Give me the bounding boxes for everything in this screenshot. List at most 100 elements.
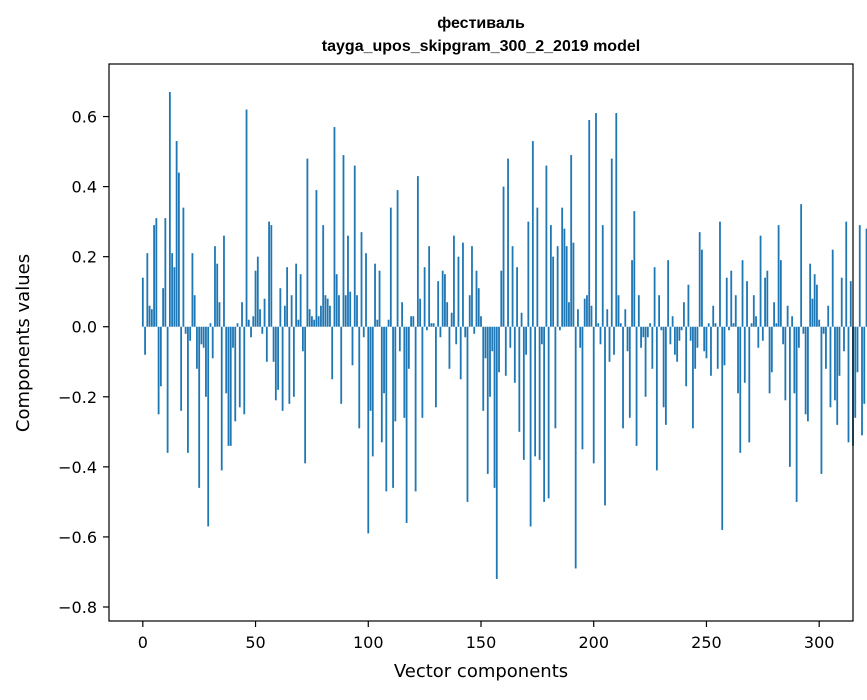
y-tick-label: −0.6 <box>58 528 97 547</box>
bar <box>856 326 859 373</box>
bar <box>198 326 201 488</box>
bar <box>637 295 640 327</box>
bar <box>489 326 491 397</box>
bar <box>601 225 604 327</box>
bar <box>685 326 688 387</box>
bar <box>716 326 719 369</box>
bar <box>655 326 658 471</box>
bar <box>563 228 566 327</box>
bar <box>495 326 498 579</box>
bar <box>171 253 174 327</box>
bar <box>838 326 841 376</box>
bar <box>802 326 805 334</box>
bar <box>549 225 552 327</box>
bar <box>286 267 289 327</box>
bar <box>737 326 739 394</box>
bar <box>761 326 764 341</box>
bar <box>552 256 555 327</box>
bar <box>752 295 755 327</box>
bar <box>416 176 419 327</box>
bar <box>225 326 228 394</box>
bar <box>538 326 541 460</box>
bar <box>480 316 482 327</box>
bar <box>536 207 539 327</box>
y-tick-label: 0.6 <box>72 108 97 127</box>
bar <box>425 326 428 331</box>
bar <box>829 326 832 408</box>
bar <box>520 312 523 327</box>
bar <box>827 305 830 327</box>
bar <box>662 326 665 408</box>
bar <box>712 305 715 327</box>
bar <box>698 232 701 327</box>
bar <box>351 326 354 366</box>
bar <box>626 326 629 352</box>
bar <box>669 326 672 345</box>
bar <box>295 263 298 327</box>
bar <box>326 298 329 327</box>
bar <box>586 295 588 327</box>
bar <box>405 326 408 523</box>
bar <box>649 323 651 327</box>
bar <box>200 326 203 345</box>
bar <box>570 155 573 327</box>
bar <box>721 326 724 530</box>
bar <box>247 319 250 327</box>
bar <box>376 319 379 327</box>
bar <box>574 326 577 569</box>
bar <box>468 295 471 327</box>
bar <box>349 291 352 327</box>
bar <box>189 326 192 341</box>
bar <box>214 246 216 327</box>
bar <box>588 120 591 327</box>
bar <box>482 326 485 411</box>
bar <box>543 326 546 502</box>
x-tick-label: 150 <box>466 633 497 652</box>
bar <box>556 246 559 327</box>
bar <box>831 249 834 327</box>
bar <box>252 316 255 327</box>
bar <box>180 326 183 411</box>
bar <box>141 277 144 327</box>
bar <box>205 326 207 397</box>
bar <box>545 165 548 327</box>
bar <box>164 218 167 327</box>
bar <box>804 326 807 415</box>
bar <box>692 326 694 429</box>
bar <box>561 207 564 327</box>
bar <box>299 274 302 327</box>
bar <box>847 326 850 443</box>
bar <box>259 309 261 327</box>
bar <box>232 326 234 348</box>
bar <box>743 326 746 383</box>
bar <box>218 302 221 327</box>
bar <box>849 281 852 327</box>
bar <box>775 323 778 327</box>
bar <box>324 295 327 327</box>
bar <box>861 326 863 436</box>
bar <box>504 326 507 376</box>
bar <box>477 288 480 327</box>
bar <box>822 326 825 334</box>
bar <box>676 326 679 362</box>
bar <box>811 298 814 327</box>
bar <box>671 316 674 327</box>
bar <box>288 326 291 404</box>
bar <box>486 326 489 474</box>
bar <box>297 319 300 327</box>
bar <box>322 225 325 327</box>
bar <box>153 225 155 327</box>
bar <box>651 326 654 369</box>
bar <box>358 326 361 429</box>
bar <box>168 92 171 327</box>
bar <box>527 221 530 327</box>
bar <box>797 326 800 348</box>
bar <box>371 326 374 457</box>
bar <box>396 190 399 327</box>
bar <box>635 326 638 446</box>
bar <box>766 270 769 327</box>
y-axis-label: Components values <box>13 254 34 432</box>
bar <box>435 326 437 408</box>
x-tick-label: 250 <box>691 633 722 652</box>
bar <box>777 225 780 327</box>
